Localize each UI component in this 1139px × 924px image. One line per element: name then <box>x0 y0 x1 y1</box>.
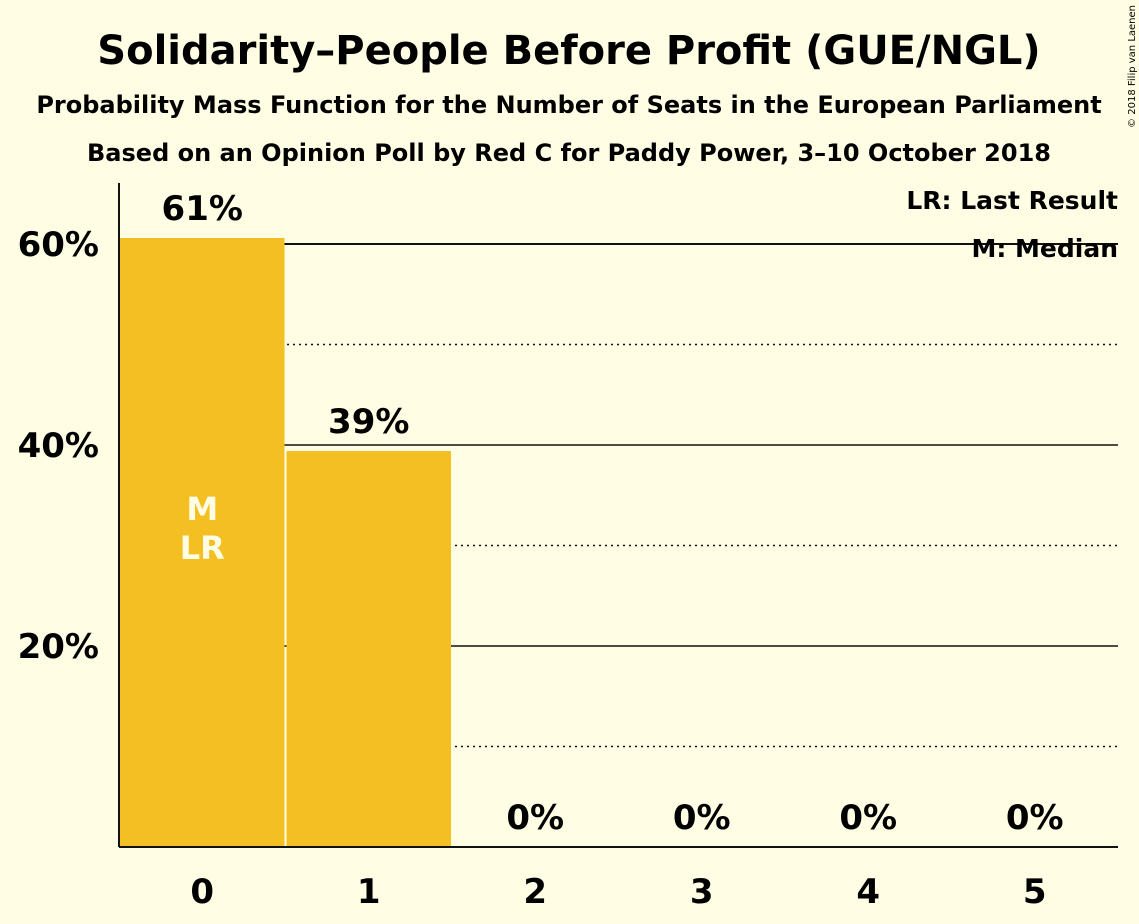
marker-m: M <box>186 490 218 528</box>
value-label-4: 0% <box>839 798 897 838</box>
x-tick-0: 0 <box>190 872 214 912</box>
legend-last-result: LR: Last Result <box>906 186 1118 215</box>
x-tick-4: 4 <box>856 872 880 912</box>
y-tick-60: 60% <box>18 225 99 265</box>
x-tick-2: 2 <box>523 872 547 912</box>
value-label-0: 61% <box>162 189 243 229</box>
y-tick-20: 20% <box>18 627 99 667</box>
legend-median: M: Median <box>971 234 1118 263</box>
value-label-5: 0% <box>1006 798 1064 838</box>
bars <box>120 237 451 848</box>
x-tick-5: 5 <box>1023 872 1047 912</box>
chart-title: Solidarity–People Before Profit (GUE/NGL… <box>97 28 1040 74</box>
chart-subtitle-source: Based on an Opinion Poll by Red C for Pa… <box>87 139 1051 167</box>
axes: 0 1 2 3 4 5 20% 40% 60% <box>18 183 1118 912</box>
marker-lr: LR <box>180 529 225 567</box>
data-labels: 61% 39% 0% 0% 0% 0% MLR <box>162 189 1064 838</box>
value-label-3: 0% <box>673 798 731 838</box>
gridlines <box>119 243 1118 748</box>
x-tick-1: 1 <box>357 872 381 912</box>
chart-subtitle: Probability Mass Function for the Number… <box>36 91 1101 119</box>
value-label-1: 39% <box>328 402 409 442</box>
x-tick-3: 3 <box>690 872 714 912</box>
value-label-2: 0% <box>506 798 564 838</box>
y-tick-40: 40% <box>18 426 99 466</box>
bar-0 <box>120 237 285 848</box>
bar-1 <box>286 451 451 847</box>
copyright-notice: © 2018 Filip van Laenen <box>1127 5 1138 128</box>
